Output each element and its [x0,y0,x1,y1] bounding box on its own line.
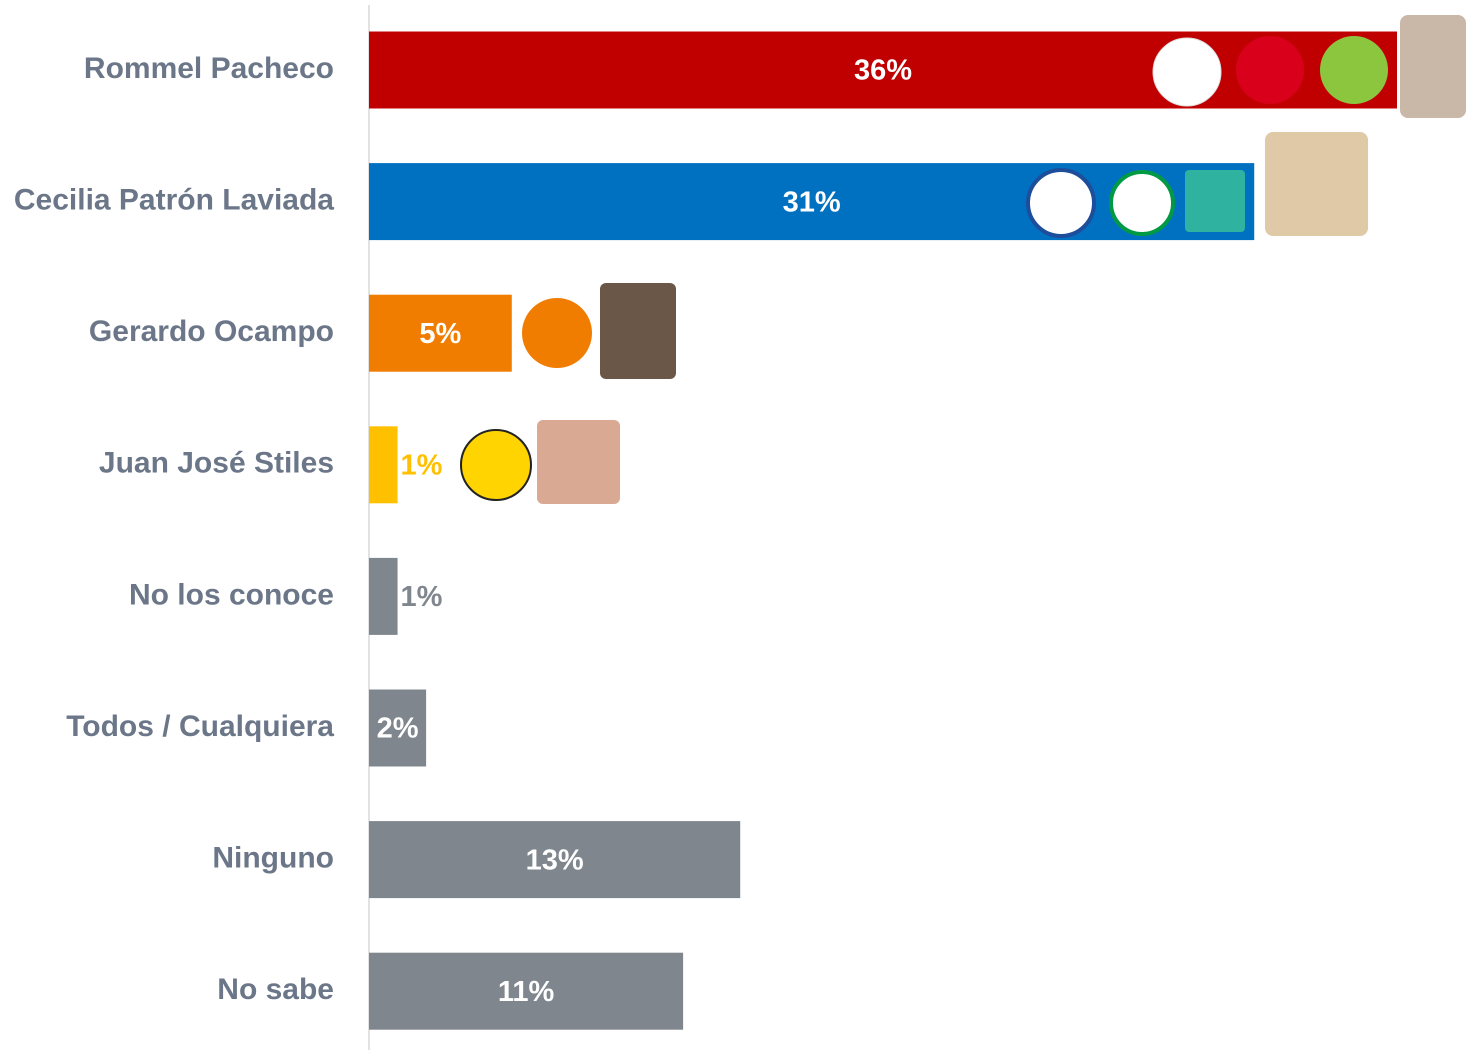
photo [537,420,620,504]
value-label: 31% [783,186,841,218]
bar [369,952,684,1030]
category-label: Todos / Cualquiera [66,710,334,743]
bar [369,426,398,504]
photo [600,283,676,379]
photo [1400,15,1466,118]
bar [369,31,1397,109]
party-logos [460,15,1466,504]
category-label: No sabe [217,973,334,1006]
logo [1185,170,1245,232]
bar [369,294,512,372]
logo [1026,168,1096,238]
category-label: Juan José Stiles [99,447,334,480]
category-label: Rommel Pacheco [84,52,334,85]
bar [369,821,741,899]
bar [369,689,427,767]
category-label: Ninguno [212,842,334,875]
value-label: 36% [854,55,912,87]
logo [1320,36,1388,104]
bar [369,163,1255,241]
logo [522,298,592,368]
value-label: 5% [419,318,461,350]
logo [460,429,532,501]
logo [1109,170,1175,236]
photo [1265,132,1368,236]
category-label: No los conoce [129,578,334,611]
category-label: Gerardo Ocampo [89,315,334,348]
value-label: 2% [377,713,419,745]
value-label: 1% [401,581,443,613]
value-label: 11% [498,976,555,1008]
value-label: 1% [401,449,443,481]
logo [1236,36,1304,104]
value-label: 13% [526,844,584,876]
bar [369,557,398,635]
logo [1152,37,1222,107]
category-label: Cecilia Patrón Laviada [14,184,334,217]
